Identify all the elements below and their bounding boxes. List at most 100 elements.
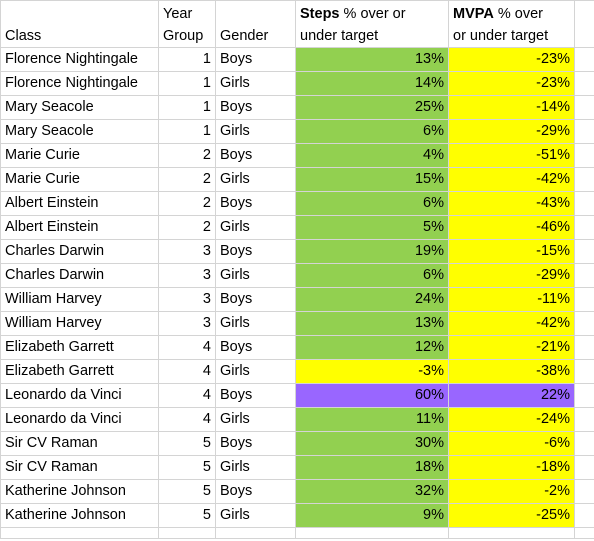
mvpa-cell[interactable]: -6% — [448, 431, 575, 456]
mvpa-cell[interactable]: -11% — [448, 287, 575, 312]
mvpa-cell[interactable]: -46% — [448, 215, 575, 240]
mvpa-cell[interactable]: -42% — [448, 311, 575, 336]
class-cell[interactable]: Albert Einstein — [0, 191, 159, 216]
empty-cell[interactable] — [574, 263, 594, 288]
gender-cell[interactable]: Boys — [215, 191, 296, 216]
year-cell[interactable]: 1 — [158, 47, 216, 72]
mvpa-cell[interactable]: -24% — [448, 407, 575, 432]
gender-cell[interactable]: Girls — [215, 455, 296, 480]
empty-cell[interactable] — [158, 527, 216, 539]
empty-cell[interactable] — [574, 95, 594, 120]
mvpa-cell[interactable]: -29% — [448, 119, 575, 144]
steps-cell[interactable]: 6% — [295, 191, 449, 216]
year-cell[interactable]: 5 — [158, 455, 216, 480]
class-cell[interactable]: Marie Curie — [0, 167, 159, 192]
header-gender-cell[interactable]: Gender — [215, 0, 296, 48]
class-cell[interactable]: Marie Curie — [0, 143, 159, 168]
year-cell[interactable]: 5 — [158, 503, 216, 528]
gender-cell[interactable]: Boys — [215, 47, 296, 72]
empty-cell[interactable] — [574, 431, 594, 456]
steps-cell[interactable]: 13% — [295, 47, 449, 72]
mvpa-cell[interactable]: 22% — [448, 383, 575, 408]
header-class-cell[interactable]: Class — [0, 0, 159, 48]
mvpa-cell[interactable]: -42% — [448, 167, 575, 192]
year-cell[interactable]: 4 — [158, 383, 216, 408]
year-cell[interactable]: 2 — [158, 215, 216, 240]
class-cell[interactable]: William Harvey — [0, 311, 159, 336]
empty-cell[interactable] — [574, 503, 594, 528]
empty-cell[interactable] — [574, 215, 594, 240]
steps-cell[interactable]: 60% — [295, 383, 449, 408]
year-cell[interactable]: 1 — [158, 119, 216, 144]
class-cell[interactable]: Florence Nightingale — [0, 47, 159, 72]
steps-cell[interactable]: 25% — [295, 95, 449, 120]
steps-cell[interactable]: 14% — [295, 71, 449, 96]
class-cell[interactable]: William Harvey — [0, 287, 159, 312]
empty-cell[interactable] — [574, 335, 594, 360]
gender-cell[interactable]: Boys — [215, 287, 296, 312]
class-cell[interactable]: Mary Seacole — [0, 95, 159, 120]
steps-cell[interactable]: 19% — [295, 239, 449, 264]
empty-cell[interactable] — [295, 527, 449, 539]
empty-cell[interactable] — [448, 527, 575, 539]
empty-cell[interactable] — [0, 527, 159, 539]
year-cell[interactable]: 3 — [158, 311, 216, 336]
gender-cell[interactable]: Boys — [215, 143, 296, 168]
empty-cell[interactable] — [574, 455, 594, 480]
class-cell[interactable]: Mary Seacole — [0, 119, 159, 144]
year-cell[interactable]: 2 — [158, 143, 216, 168]
year-cell[interactable]: 1 — [158, 95, 216, 120]
year-cell[interactable]: 2 — [158, 191, 216, 216]
empty-cell[interactable] — [574, 383, 594, 408]
class-cell[interactable]: Albert Einstein — [0, 215, 159, 240]
year-cell[interactable]: 3 — [158, 287, 216, 312]
year-cell[interactable]: 2 — [158, 167, 216, 192]
gender-cell[interactable]: Boys — [215, 239, 296, 264]
year-cell[interactable]: 4 — [158, 359, 216, 384]
empty-cell[interactable] — [574, 47, 594, 72]
mvpa-cell[interactable]: -15% — [448, 239, 575, 264]
empty-cell[interactable] — [215, 527, 296, 539]
class-cell[interactable]: Sir CV Raman — [0, 431, 159, 456]
mvpa-cell[interactable]: -43% — [448, 191, 575, 216]
gender-cell[interactable]: Boys — [215, 383, 296, 408]
class-cell[interactable]: Katherine Johnson — [0, 479, 159, 504]
steps-cell[interactable]: 13% — [295, 311, 449, 336]
gender-cell[interactable]: Girls — [215, 503, 296, 528]
steps-cell[interactable]: 9% — [295, 503, 449, 528]
gender-cell[interactable]: Boys — [215, 335, 296, 360]
mvpa-cell[interactable]: -23% — [448, 71, 575, 96]
empty-cell[interactable] — [574, 287, 594, 312]
gender-cell[interactable]: Girls — [215, 119, 296, 144]
class-cell[interactable]: Sir CV Raman — [0, 455, 159, 480]
class-cell[interactable]: Leonardo da Vinci — [0, 383, 159, 408]
empty-cell[interactable] — [574, 479, 594, 504]
mvpa-cell[interactable]: -2% — [448, 479, 575, 504]
gender-cell[interactable]: Girls — [215, 167, 296, 192]
steps-cell[interactable]: 6% — [295, 119, 449, 144]
gender-cell[interactable]: Girls — [215, 359, 296, 384]
empty-cell[interactable] — [574, 71, 594, 96]
class-cell[interactable]: Charles Darwin — [0, 239, 159, 264]
mvpa-cell[interactable]: -23% — [448, 47, 575, 72]
empty-cell[interactable] — [574, 191, 594, 216]
empty-cell[interactable] — [574, 311, 594, 336]
gender-cell[interactable]: Girls — [215, 215, 296, 240]
empty-cell[interactable] — [574, 239, 594, 264]
gender-cell[interactable]: Boys — [215, 431, 296, 456]
gender-cell[interactable]: Girls — [215, 263, 296, 288]
steps-cell[interactable]: -3% — [295, 359, 449, 384]
steps-cell[interactable]: 11% — [295, 407, 449, 432]
class-cell[interactable]: Florence Nightingale — [0, 71, 159, 96]
class-cell[interactable]: Leonardo da Vinci — [0, 407, 159, 432]
mvpa-cell[interactable]: -29% — [448, 263, 575, 288]
class-cell[interactable]: Charles Darwin — [0, 263, 159, 288]
year-cell[interactable]: 5 — [158, 431, 216, 456]
steps-cell[interactable]: 30% — [295, 431, 449, 456]
year-cell[interactable]: 4 — [158, 335, 216, 360]
mvpa-cell[interactable]: -51% — [448, 143, 575, 168]
steps-cell[interactable]: 32% — [295, 479, 449, 504]
class-cell[interactable]: Elizabeth Garrett — [0, 359, 159, 384]
steps-cell[interactable]: 18% — [295, 455, 449, 480]
steps-cell[interactable]: 15% — [295, 167, 449, 192]
